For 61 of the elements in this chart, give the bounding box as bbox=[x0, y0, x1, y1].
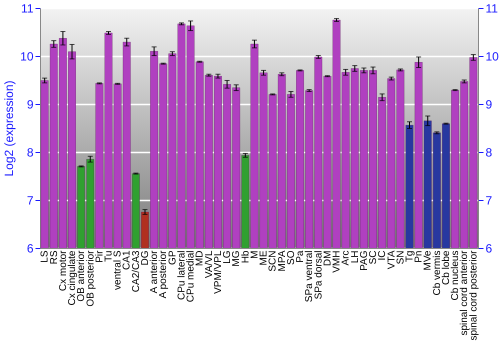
x-tick-label: VA/VL bbox=[204, 250, 215, 278]
x-tick-label: CPu medial bbox=[186, 250, 197, 302]
y2-tick-label: 11 bbox=[486, 2, 498, 16]
x-tick-label: MD bbox=[194, 250, 206, 266]
x-tick-label: VPM/VPL bbox=[212, 250, 224, 294]
y-tick-label: 8 bbox=[26, 146, 34, 160]
x-tick-label: Cb nucleus bbox=[450, 250, 462, 301]
y2-tick-label: 6 bbox=[486, 242, 492, 256]
x-tick-label: DM bbox=[322, 250, 334, 266]
x-tick-label: IC bbox=[377, 250, 388, 260]
x-tick-label: spinal cord anterior bbox=[459, 250, 470, 336]
y2-tick-label: 7 bbox=[486, 194, 492, 208]
x-tick-label: Arc bbox=[340, 250, 352, 266]
y2-tick-label: 8 bbox=[486, 146, 492, 160]
x-tick-label: Cb lobe bbox=[440, 250, 452, 285]
y-tick-label: 10 bbox=[20, 50, 34, 64]
x-tick-label: ME bbox=[258, 250, 270, 266]
x-tick-label: MVe bbox=[422, 250, 434, 271]
x-tick-label: Tu bbox=[104, 250, 114, 262]
x-tick-label: SN bbox=[395, 250, 406, 264]
x-tick-label: VMH bbox=[332, 250, 343, 273]
x-tick-label: GP bbox=[167, 250, 178, 265]
x-tick-label: SPa dorsal bbox=[313, 250, 324, 300]
x-tick-label: SC bbox=[368, 250, 380, 264]
x-tick-label: Pa bbox=[295, 250, 306, 263]
x-tick-label: CPu lateral bbox=[176, 250, 188, 300]
y-tick-label: 6 bbox=[26, 242, 34, 256]
x-tick-label: VTA bbox=[386, 250, 398, 270]
x-tick-label: LG bbox=[222, 250, 234, 264]
y-tick-label: 7 bbox=[26, 194, 34, 208]
x-tick-label: OB posterior bbox=[85, 250, 96, 307]
x-tick-label: A posterior bbox=[158, 250, 170, 298]
x-tick-label: SPa ventral bbox=[304, 250, 316, 302]
x-tick-label: spinal cord posterior bbox=[468, 250, 480, 341]
x-tick-label: MG bbox=[231, 250, 242, 267]
x-tick-label: MPA bbox=[276, 250, 288, 272]
y-axis-title: Log2 (expression) bbox=[2, 80, 16, 177]
x-tick-label: Cx motor bbox=[58, 250, 69, 292]
y2-tick-label: 10 bbox=[486, 50, 500, 64]
x-tick-label: Pn bbox=[414, 250, 425, 263]
x-tick-label: LS bbox=[40, 250, 51, 263]
x-tick-label: Pir bbox=[94, 250, 106, 263]
x-tick-label: CA2/CA3 bbox=[130, 250, 142, 292]
x-tick-label: CA1 bbox=[122, 250, 133, 270]
y2-tick-label: 9 bbox=[486, 98, 492, 112]
x-tick-label: DG bbox=[140, 250, 151, 266]
x-tick-label: RS bbox=[48, 250, 60, 264]
x-tick-label: Cx cingulate bbox=[67, 250, 78, 306]
y-tick-label: 11 bbox=[21, 2, 34, 16]
x-tick-label: OB anterior bbox=[76, 250, 88, 302]
x-tick-label: LH bbox=[350, 250, 361, 264]
x-tick-label: Cb vermis bbox=[432, 250, 443, 296]
x-tick-label: A anterior bbox=[149, 250, 160, 294]
x-tick-label: Tg bbox=[404, 250, 416, 262]
x-tick-label: SO bbox=[286, 250, 297, 265]
x-tick-label: SCN bbox=[268, 250, 279, 272]
y-tick-label: 9 bbox=[26, 98, 34, 112]
x-tick-label: Hb bbox=[240, 250, 252, 264]
x-tick-label: ventral S bbox=[112, 250, 124, 290]
x-tick-label: PAG bbox=[358, 250, 370, 271]
x-tick-label: M bbox=[249, 250, 260, 259]
